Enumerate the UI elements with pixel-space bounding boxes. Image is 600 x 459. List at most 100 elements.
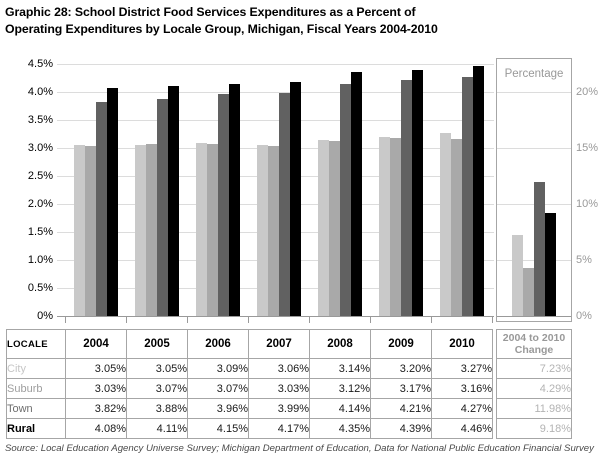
x-axis-tick <box>370 317 371 323</box>
value-cell: 3.14% <box>309 358 371 379</box>
change-bar-city <box>512 235 523 316</box>
value-cell: 3.82% <box>65 398 127 419</box>
bar-rural-2006 <box>229 84 240 316</box>
bar-town-2009 <box>401 80 412 316</box>
bar-suburb-2010 <box>451 139 462 316</box>
bar-town-2007 <box>279 93 290 316</box>
value-cell: 4.27% <box>431 398 493 419</box>
panel-gridline <box>497 148 571 149</box>
bar-town-2008 <box>340 84 351 316</box>
value-cell: 4.15% <box>187 418 249 439</box>
bar-suburb-2006 <box>207 144 218 316</box>
bar-town-2010 <box>462 77 473 316</box>
value-cell: 3.99% <box>248 398 310 419</box>
x-axis-tick <box>492 317 493 323</box>
table-row-suburb: Suburb 3.03% 3.07% 3.07% 3.03% 3.12% 3.17% 3.16… <box>6 378 493 399</box>
bar-suburb-2004 <box>85 146 96 316</box>
bar-rural-2009 <box>412 70 423 316</box>
year-header-cell: 2007 <box>248 329 310 359</box>
bar-city-2008 <box>318 140 329 316</box>
locale-label: Town <box>6 398 66 419</box>
x-axis-tick <box>187 317 188 323</box>
change-value-cell: 7.23% <box>496 358 572 379</box>
value-cell: 3.03% <box>248 378 310 399</box>
value-cell: 3.27% <box>431 358 493 379</box>
table-row-rural: Rural 4.08% 4.11% 4.15% 4.17% 4.35% 4.39% 4.46% <box>6 418 493 439</box>
change-row-rural: 9.18% <box>496 418 572 439</box>
change-header-cell: 2004 to 2010 Change <box>496 329 572 359</box>
left-axis-tick-label: 1.5% <box>27 226 53 238</box>
value-cell: 3.09% <box>187 358 249 379</box>
left-axis-tick-label: 4.5% <box>27 58 53 70</box>
percentage-panel-box <box>496 58 572 322</box>
bar-rural-2010 <box>473 66 484 316</box>
right-axis-tick-label: 20% <box>576 86 599 98</box>
value-cell: 4.39% <box>370 418 432 439</box>
value-cell: 4.46% <box>431 418 493 439</box>
bar-city-2004 <box>74 145 85 316</box>
change-bar-rural <box>545 213 556 316</box>
x-axis-tick <box>431 317 432 323</box>
bar-suburb-2008 <box>329 141 340 316</box>
locale-label: Suburb <box>6 378 66 399</box>
change-bar-town <box>534 182 545 316</box>
value-cell: 4.08% <box>65 418 127 439</box>
plot-gridline <box>57 92 494 93</box>
x-axis-tick <box>309 317 310 323</box>
bar-town-2006 <box>218 94 229 316</box>
x-axis-tick <box>126 317 127 323</box>
panel-x-axis-line <box>497 316 571 317</box>
left-axis-tick-label: 0.5% <box>27 282 53 294</box>
change-row-town: 11.98% <box>496 398 572 419</box>
left-axis-tick-label: 1.0% <box>27 254 53 266</box>
bar-rural-2005 <box>168 86 179 316</box>
value-cell: 3.12% <box>309 378 371 399</box>
bar-suburb-2005 <box>146 144 157 316</box>
change-row-city: 7.23% <box>496 358 572 379</box>
right-axis-tick-label: 15% <box>576 142 599 154</box>
right-axis-tick-label: 5% <box>576 254 592 266</box>
value-cell: 3.07% <box>126 378 188 399</box>
bar-city-2007 <box>257 145 268 316</box>
left-axis-tick-label: 0% <box>37 310 53 322</box>
value-cell: 3.88% <box>126 398 188 419</box>
percentage-panel-label: Percentage <box>504 68 564 80</box>
year-header-cell: 2004 <box>65 329 127 359</box>
value-cell: 4.35% <box>309 418 371 439</box>
bar-city-2006 <box>196 143 207 316</box>
left-axis-tick-label: 2.5% <box>27 170 53 182</box>
locale-year-table: LOCALE 2004 2005 2006 2007 2008 2009 2010 City 3.… <box>6 329 493 439</box>
value-cell: 3.96% <box>187 398 249 419</box>
table-row-town: Town 3.82% 3.88% 3.96% 3.99% 4.14% 4.21% 4.27% <box>6 398 493 419</box>
value-cell: 3.17% <box>370 378 432 399</box>
value-cell: 3.07% <box>187 378 249 399</box>
bar-rural-2008 <box>351 72 362 316</box>
left-axis-tick-label: 3.0% <box>27 142 53 154</box>
chart-title-line-2: Operating Expenditures by Locale Group, … <box>5 22 438 36</box>
x-axis-line <box>57 316 494 317</box>
change-column-table: 2004 to 2010 Change 7.23% 4.29% 11.98% 9.18% <box>496 329 572 439</box>
change-header-row: 2004 to 2010 Change <box>496 329 572 359</box>
locale-header-cell: LOCALE <box>6 329 66 359</box>
x-axis-tick <box>248 317 249 323</box>
change-value-cell: 4.29% <box>496 378 572 399</box>
left-axis-tick-label: 3.5% <box>27 114 53 126</box>
year-header-cell: 2010 <box>431 329 493 359</box>
bar-city-2009 <box>379 137 390 316</box>
value-cell: 3.20% <box>370 358 432 379</box>
value-cell: 3.05% <box>126 358 188 379</box>
change-bar-suburb <box>523 268 534 316</box>
bar-town-2004 <box>96 102 107 316</box>
locale-label: Rural <box>6 418 66 439</box>
bar-rural-2004 <box>107 88 118 316</box>
x-axis-tick <box>65 317 66 323</box>
year-header-cell: 2008 <box>309 329 371 359</box>
table-header-row: LOCALE 2004 2005 2006 2007 2008 2009 2010 <box>6 329 493 359</box>
bar-suburb-2007 <box>268 146 279 316</box>
bar-suburb-2009 <box>390 138 401 316</box>
year-header-cell: 2005 <box>126 329 188 359</box>
plot-gridline <box>57 120 494 121</box>
bar-city-2010 <box>440 133 451 316</box>
year-header-cell: 2006 <box>187 329 249 359</box>
